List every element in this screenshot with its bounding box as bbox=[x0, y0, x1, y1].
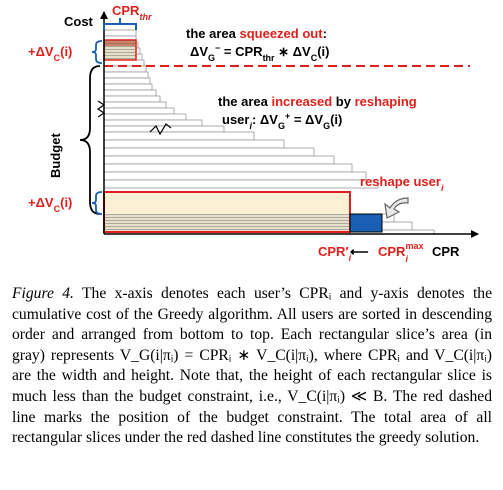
cpr-arrow: ⟵ bbox=[350, 244, 369, 259]
x-axis-label: CPR bbox=[432, 244, 460, 259]
budget-label: Budget bbox=[48, 133, 63, 178]
delta-vc-bottom-label: +ΔVC(i) bbox=[28, 195, 72, 214]
increased-label: the area increased by reshaping bbox=[218, 94, 417, 109]
caption-text: The x-axis denotes each user’s CPRᵢ and … bbox=[12, 285, 492, 447]
break-mark bbox=[149, 123, 172, 136]
y-axis-label: Cost bbox=[64, 14, 94, 29]
delta-vc-brace-bottom bbox=[91, 191, 103, 215]
squeezed-label: the area squeezed out: bbox=[186, 26, 327, 41]
reshape-arrow-icon bbox=[384, 197, 409, 219]
cpr-max-label: CPRmax i bbox=[378, 241, 423, 264]
user-original-rect bbox=[349, 213, 383, 233]
diagram: Cost CPRthr +ΔVC(i) Budget +ΔVC(i) the a… bbox=[28, 3, 479, 264]
budget-brace bbox=[79, 65, 101, 215]
reshape-label: reshape useri bbox=[360, 174, 444, 193]
cpr-thr-label: CPRthr bbox=[112, 3, 152, 22]
figure-label: Figure 4. bbox=[12, 285, 74, 302]
increased-formula: useri: ΔVG+ = ΔVG(i) bbox=[222, 111, 342, 131]
delta-vc-top-label: +ΔVC(i) bbox=[28, 44, 72, 63]
break-mark-axis bbox=[96, 100, 106, 118]
delta-vc-brace-top bbox=[91, 40, 103, 64]
figure-caption: Figure 4. The x-axis denotes each user’s… bbox=[12, 284, 492, 449]
squeezed-formula: ΔVG− = CPRthr ∗ ΔVC(i) bbox=[190, 43, 329, 63]
cpr-thr-bracket bbox=[103, 23, 137, 30]
cpr-prime-label: CPR′i bbox=[318, 244, 352, 263]
